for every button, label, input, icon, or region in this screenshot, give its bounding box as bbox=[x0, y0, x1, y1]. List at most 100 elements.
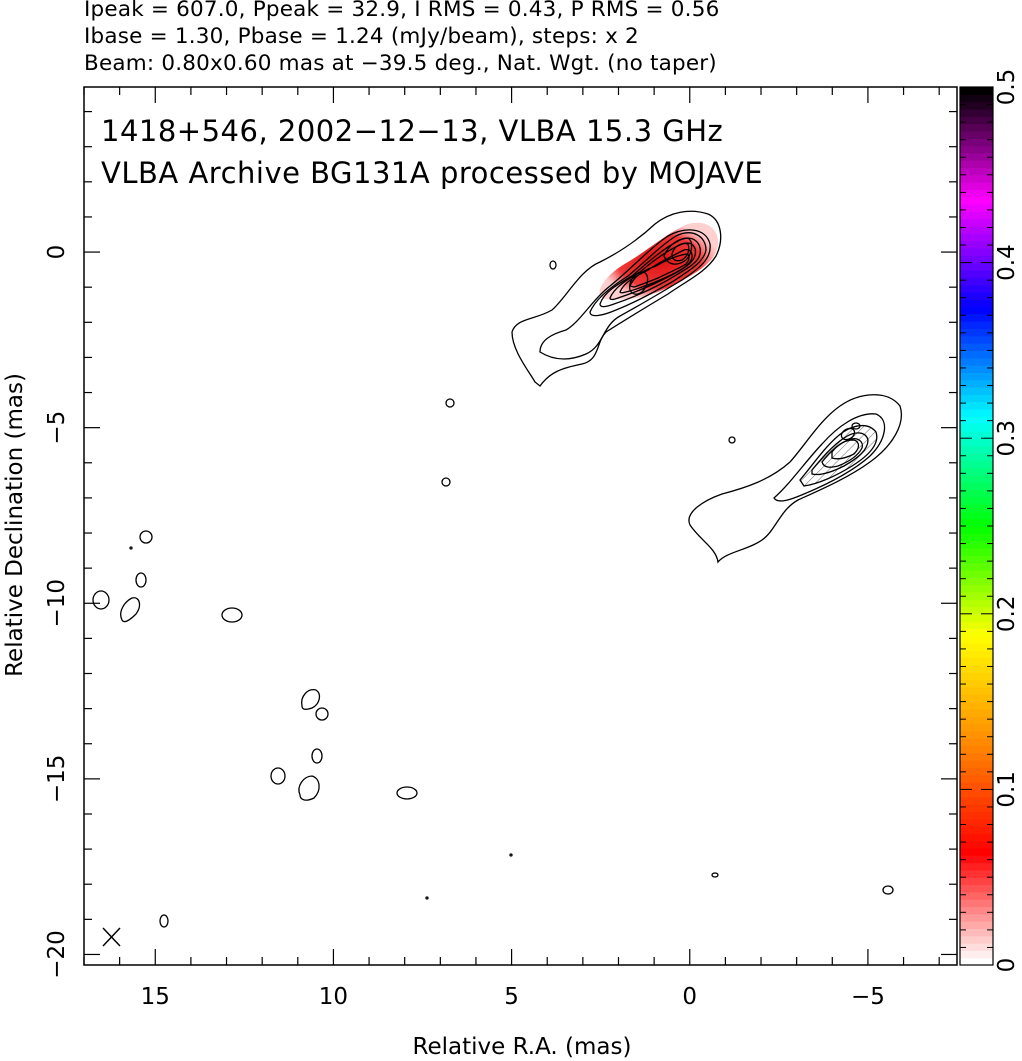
colorbar-band bbox=[960, 789, 993, 798]
colorbar-band bbox=[960, 547, 993, 556]
colorbar-band bbox=[960, 511, 993, 520]
colorbar-band bbox=[960, 174, 993, 183]
colorbar-band bbox=[960, 635, 993, 644]
colorbar-band bbox=[960, 182, 993, 191]
colorbar-band bbox=[960, 474, 993, 483]
colorbar-band bbox=[960, 130, 993, 139]
plot-subtitle: VLBA Archive BG131A processed by MOJAVE bbox=[101, 156, 763, 190]
colorbar-band bbox=[960, 496, 993, 505]
colorbar-band bbox=[960, 591, 993, 600]
colorbar-band bbox=[960, 291, 993, 300]
colorbar-band bbox=[960, 628, 993, 637]
colorbar-band bbox=[960, 643, 993, 651]
colorbar-band bbox=[960, 621, 993, 630]
colorbar-band bbox=[960, 372, 993, 381]
colorbar-band bbox=[960, 665, 993, 673]
colorbar-band bbox=[960, 408, 993, 417]
colorbar-band bbox=[960, 584, 993, 593]
colorbar-ticks bbox=[960, 86, 993, 966]
colorbar-band bbox=[960, 891, 993, 900]
colorbar-band bbox=[960, 379, 993, 388]
colorbar-band bbox=[960, 284, 993, 293]
colorbar-band bbox=[960, 489, 993, 498]
colorbar-band bbox=[960, 840, 993, 849]
colorbar-band bbox=[960, 555, 993, 564]
colorbar-bands bbox=[960, 87, 993, 966]
colorbar-band bbox=[960, 723, 993, 732]
colorbar-band bbox=[960, 196, 993, 205]
colorbar-band bbox=[960, 262, 993, 271]
colorbar-band bbox=[960, 518, 993, 527]
colorbar-band bbox=[960, 862, 993, 871]
colorbar-band bbox=[960, 233, 993, 242]
colorbar-band bbox=[960, 738, 993, 747]
colorbar-band bbox=[960, 218, 993, 227]
colorbar-band bbox=[960, 694, 993, 703]
header-line-1: Ipeak = 607.0, Ppeak = 32.9, I RMS = 0.4… bbox=[84, 0, 720, 22]
colorbar-band bbox=[960, 613, 993, 622]
colorbar-band bbox=[960, 943, 993, 951]
contours-noise bbox=[92, 530, 894, 928]
colorbar-band bbox=[960, 526, 993, 534]
colorbar-band bbox=[960, 423, 993, 432]
colorbar-tick-label: 0 bbox=[994, 958, 1020, 973]
colorbar-band bbox=[960, 701, 993, 710]
colorbar-band bbox=[960, 818, 993, 827]
colorbar-band bbox=[960, 167, 993, 176]
colorbar-band bbox=[960, 416, 993, 425]
colorbar-band bbox=[960, 650, 993, 659]
colorbar-band bbox=[960, 752, 993, 761]
x-tick-label: −5 bbox=[851, 984, 885, 1010]
colorbar-band bbox=[960, 504, 993, 512]
colorbar-band bbox=[960, 540, 993, 549]
colorbar-band bbox=[960, 562, 993, 571]
colorbar-band bbox=[960, 599, 993, 608]
x-tick-label: 5 bbox=[504, 984, 519, 1010]
colorbar-band bbox=[960, 935, 993, 944]
beam-marker bbox=[102, 927, 121, 947]
colorbar-band bbox=[960, 847, 993, 856]
colorbar-band bbox=[960, 101, 993, 110]
y-tick-label: −5 bbox=[44, 411, 70, 445]
colorbar-band bbox=[960, 211, 993, 220]
colorbar-band bbox=[960, 138, 993, 147]
plot-title: 1418+546, 2002−12−13, VLBA 15.3 GHz bbox=[101, 114, 723, 148]
colorbar-band bbox=[960, 679, 993, 688]
colorbar-band bbox=[960, 350, 993, 359]
colorbar-tick-label: 0.1 bbox=[994, 771, 1020, 808]
colorbar-band bbox=[960, 533, 993, 542]
colorbar-band bbox=[960, 87, 993, 95]
colorbar-band bbox=[960, 438, 993, 447]
colorbar-band bbox=[960, 686, 993, 695]
y-tick-labels: 0 −5 −10 −15 −20 bbox=[44, 245, 70, 979]
colorbar-band bbox=[960, 782, 993, 790]
y-tick-label: 0 bbox=[44, 245, 70, 260]
colorbar-band bbox=[960, 804, 993, 812]
colorbar-band bbox=[960, 796, 993, 805]
colorbar-band bbox=[960, 386, 993, 395]
colorbar-band bbox=[960, 716, 993, 725]
y-axis-title: Relative Declination (mas) bbox=[2, 373, 28, 677]
x-tick-label: 0 bbox=[682, 984, 697, 1010]
y-tick-label: −20 bbox=[44, 930, 70, 979]
colorbar-band bbox=[960, 884, 993, 893]
colorbar-band bbox=[960, 730, 993, 739]
colorbar-band bbox=[960, 569, 993, 578]
colorbar-band bbox=[960, 343, 993, 351]
colorbar: 0 0.1 0.2 0.3 0.4 0.5 bbox=[959, 69, 1020, 973]
colorbar-band bbox=[960, 708, 993, 717]
colorbar-band bbox=[960, 767, 993, 776]
colorbar-band bbox=[960, 577, 993, 586]
colorbar-band bbox=[960, 869, 993, 878]
colorbar-band bbox=[960, 913, 993, 922]
header-line-3: Beam: 0.80x0.60 mas at −39.5 deg., Nat. … bbox=[84, 51, 717, 76]
colorbar-band bbox=[960, 335, 993, 344]
colorbar-band bbox=[960, 811, 993, 820]
colorbar-band bbox=[960, 855, 993, 864]
x-tick-label: 10 bbox=[319, 984, 348, 1010]
x-axis-title: Relative R.A. (mas) bbox=[413, 1034, 632, 1060]
colorbar-band bbox=[960, 365, 993, 373]
colorbar-band bbox=[960, 833, 993, 842]
colorbar-band bbox=[960, 328, 993, 337]
